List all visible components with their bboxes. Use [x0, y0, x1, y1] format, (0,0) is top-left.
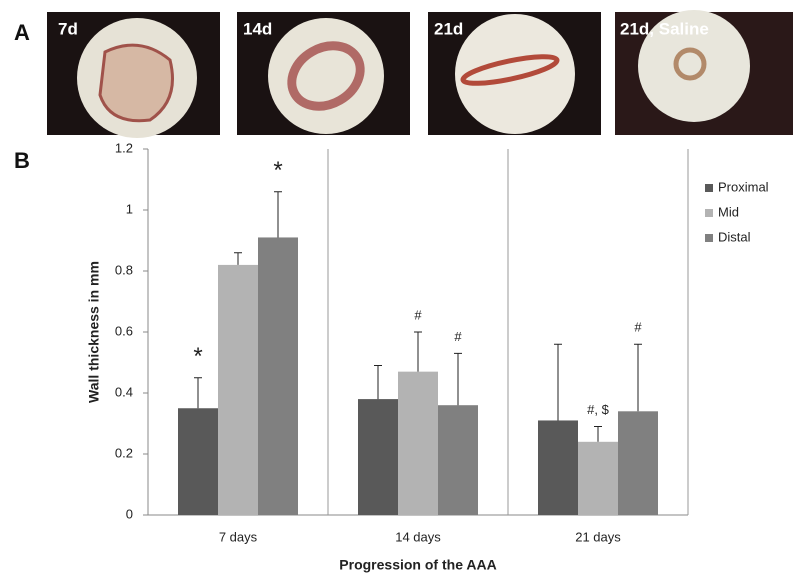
tissue — [98, 43, 174, 123]
legend-swatch — [705, 184, 713, 192]
bar — [618, 411, 658, 515]
y-tick-label: 1 — [126, 201, 133, 216]
y-tick-label: 0.2 — [115, 445, 133, 460]
error-bar — [194, 377, 202, 409]
y-tick-label: 1.2 — [115, 140, 133, 155]
image-label: 21d — [434, 19, 463, 38]
panel-label: B — [14, 148, 30, 173]
legend-label: Proximal — [718, 179, 769, 194]
error-bar — [414, 331, 422, 372]
legend-label: Mid — [718, 204, 739, 219]
error-bar — [274, 191, 282, 238]
significance-marker: * — [273, 157, 282, 184]
image-field — [455, 14, 575, 134]
error-bar — [634, 343, 642, 412]
tissue — [460, 54, 560, 86]
bar — [258, 237, 298, 515]
legend-swatch — [705, 209, 713, 217]
image-field — [638, 10, 750, 122]
bar — [398, 371, 438, 515]
error-bar — [234, 252, 242, 265]
significance-marker: #, $ — [587, 402, 609, 417]
error-bar — [594, 426, 602, 442]
x-axis-title: Progression of the AAA — [339, 557, 496, 573]
error-bar — [374, 365, 382, 400]
micrographs — [47, 10, 793, 138]
bar — [438, 405, 478, 515]
bar — [538, 420, 578, 515]
y-tick-label: 0.8 — [115, 262, 133, 277]
x-tick-label: 7 days — [219, 529, 258, 544]
tissue — [673, 47, 707, 81]
significance-marker: * — [193, 343, 202, 370]
error-bar — [454, 352, 462, 406]
y-tick-label: 0.4 — [115, 384, 133, 399]
legend-swatch — [705, 234, 713, 242]
error-bar — [554, 343, 562, 421]
x-tick-label: 14 days — [395, 529, 441, 544]
x-tick-label: 21 days — [575, 529, 621, 544]
significance-marker: # — [454, 329, 462, 344]
significance-marker: # — [414, 307, 422, 322]
legend-label: Distal — [718, 229, 751, 244]
bar — [178, 408, 218, 515]
bar — [218, 264, 258, 515]
tissue — [287, 41, 365, 111]
y-tick-label: 0.6 — [115, 323, 133, 338]
y-tick-label: 0 — [126, 506, 133, 521]
panel-label: A — [14, 20, 30, 45]
y-axis-title: Wall thickness in mm — [86, 261, 102, 403]
image-label: 21d, Saline — [620, 19, 709, 38]
significance-marker: # — [634, 320, 642, 335]
bar — [358, 399, 398, 515]
image-label: 14d — [243, 19, 272, 38]
image-label: 7d — [58, 19, 78, 38]
bar — [578, 441, 618, 515]
image-field — [268, 18, 384, 134]
